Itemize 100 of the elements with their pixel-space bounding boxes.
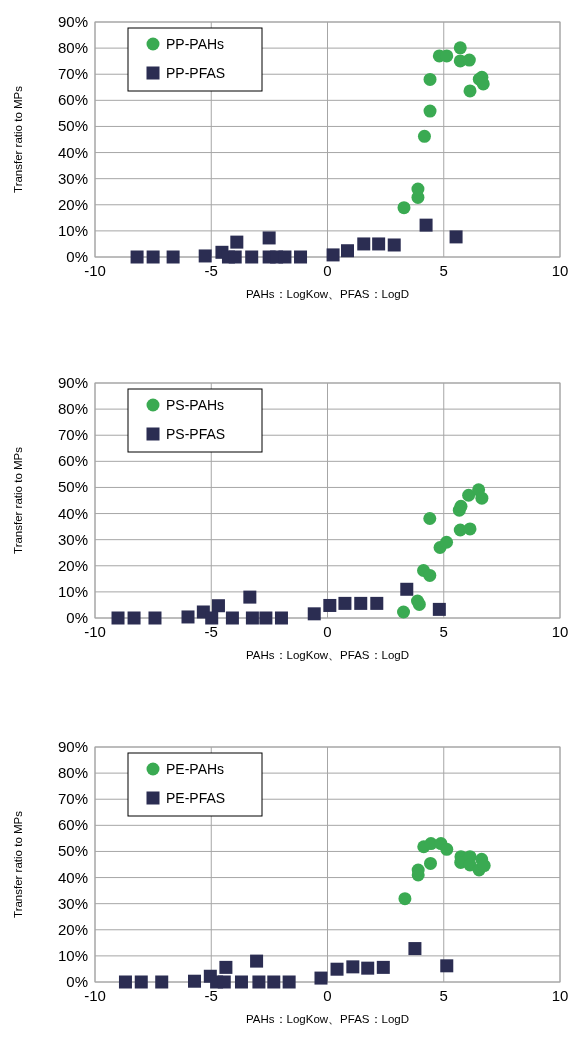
point <box>330 962 344 976</box>
point <box>397 605 411 619</box>
x-tick-label: 5 <box>439 987 448 1004</box>
y-tick-label: 10% <box>57 946 88 964</box>
point <box>234 975 248 989</box>
y-tick-label: 60% <box>57 816 88 834</box>
point <box>259 611 273 625</box>
point <box>357 237 371 251</box>
legend-label: PP-PFAS <box>166 65 226 81</box>
point <box>354 596 368 610</box>
x-tick-label: -10 <box>84 987 106 1004</box>
point <box>423 568 437 582</box>
point <box>274 611 288 625</box>
point <box>449 230 463 244</box>
legend-label: PS-PFAS <box>166 426 226 442</box>
point <box>225 611 239 625</box>
point <box>166 250 180 264</box>
point <box>228 250 242 264</box>
x-axis-title: PAHs：LogKow、PFAS：LogD <box>246 288 409 300</box>
point <box>338 596 352 610</box>
x-tick-label: -10 <box>84 623 106 640</box>
x-tick-label: -5 <box>204 262 218 279</box>
x-tick-label: 10 <box>551 987 569 1004</box>
point <box>423 104 437 118</box>
point <box>262 231 276 245</box>
point <box>130 250 144 264</box>
point <box>432 602 446 616</box>
point <box>250 954 264 968</box>
point <box>440 842 454 856</box>
point <box>245 611 259 625</box>
x-tick-label: -5 <box>204 987 218 1004</box>
x-tick-label: 5 <box>439 623 448 640</box>
y-tick-label: 80% <box>57 400 88 418</box>
y-tick-label: 40% <box>57 143 88 161</box>
point <box>411 182 425 196</box>
y-tick-label: 50% <box>57 478 88 496</box>
point <box>372 237 386 251</box>
y-tick-label: 0% <box>66 248 88 265</box>
point <box>423 512 437 526</box>
y-tick-label: 70% <box>57 65 88 83</box>
point <box>219 960 233 974</box>
legend-label: PE-PFAS <box>166 790 226 806</box>
point <box>440 535 454 549</box>
point <box>243 590 257 604</box>
y-tick-label: 40% <box>57 868 88 886</box>
x-tick-label: -5 <box>204 623 218 640</box>
y-tick-label: 20% <box>57 920 88 938</box>
point <box>346 960 360 974</box>
point <box>118 975 132 989</box>
y-tick-label: 10% <box>57 582 88 600</box>
point <box>476 77 490 91</box>
point <box>323 598 337 612</box>
point <box>278 250 292 264</box>
y-tick-label: 80% <box>57 764 88 782</box>
point <box>423 72 437 86</box>
y-tick-label: 90% <box>57 13 88 30</box>
point <box>148 611 162 625</box>
y-tick-label: 60% <box>57 452 88 470</box>
y-axis-title: Transfer ratio to MPs <box>12 85 24 193</box>
point <box>181 610 195 624</box>
x-tick-label: 10 <box>551 623 569 640</box>
point <box>408 942 422 956</box>
y-tick-label: 70% <box>57 426 88 444</box>
point <box>475 491 489 505</box>
point <box>341 244 354 258</box>
point <box>462 53 476 67</box>
y-tick-label: 30% <box>57 894 88 912</box>
point <box>417 129 431 143</box>
point <box>326 248 340 262</box>
point <box>387 238 401 252</box>
x-tick-label: -10 <box>84 262 106 279</box>
point <box>398 892 412 906</box>
y-tick-label: 20% <box>57 556 88 574</box>
x-tick-label: 0 <box>323 987 332 1004</box>
y-tick-label: 90% <box>57 374 88 391</box>
point <box>294 250 308 264</box>
y-tick-label: 30% <box>57 530 88 548</box>
y-tick-label: 40% <box>57 504 88 522</box>
point <box>267 975 281 989</box>
y-axis-title: Transfer ratio to MPs <box>12 810 24 918</box>
legend-label: PP-PAHs <box>166 36 225 52</box>
y-tick-label: 60% <box>57 91 88 109</box>
y-tick-label: 90% <box>57 738 88 755</box>
x-tick-label: 5 <box>439 262 448 279</box>
point <box>376 960 390 974</box>
point <box>134 975 148 989</box>
y-tick-label: 10% <box>57 221 88 239</box>
x-axis-title: PAHs：LogKow、PFAS：LogD <box>246 649 409 661</box>
y-axis-title: Transfer ratio to MPs <box>12 446 24 554</box>
point <box>463 522 477 536</box>
x-axis-title: PAHs：LogKow、PFAS：LogD <box>246 1013 409 1025</box>
point <box>230 235 244 249</box>
point <box>217 975 231 989</box>
point <box>198 249 212 263</box>
point <box>307 607 321 621</box>
point <box>440 959 454 973</box>
point <box>462 488 476 502</box>
x-tick-label: 0 <box>323 262 332 279</box>
y-tick-label: 20% <box>57 195 88 213</box>
point <box>424 856 437 870</box>
